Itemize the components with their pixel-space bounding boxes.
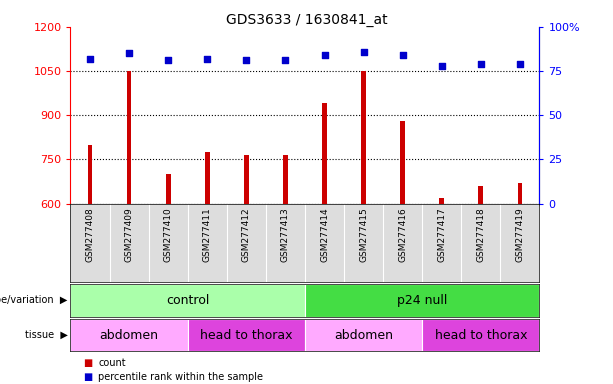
Text: count: count <box>98 358 126 368</box>
Bar <box>188 319 305 351</box>
Text: genotype/variation  ▶: genotype/variation ▶ <box>0 295 67 306</box>
Point <box>124 50 134 56</box>
Point <box>437 63 447 69</box>
Text: ■: ■ <box>83 372 92 382</box>
Point <box>319 52 329 58</box>
Point <box>515 61 525 67</box>
Bar <box>244 155 249 204</box>
Point <box>359 48 368 55</box>
Bar <box>88 145 93 204</box>
Point <box>85 56 95 62</box>
Bar <box>127 71 131 204</box>
Text: percentile rank within the sample: percentile rank within the sample <box>98 372 263 382</box>
Text: tissue  ▶: tissue ▶ <box>25 330 67 340</box>
Bar <box>305 284 539 317</box>
Text: GSM277417: GSM277417 <box>437 207 446 262</box>
Text: control: control <box>166 294 210 307</box>
Bar <box>70 284 305 317</box>
Bar <box>400 121 405 204</box>
Bar <box>517 183 522 204</box>
Text: GSM277419: GSM277419 <box>516 207 524 262</box>
Point <box>202 56 212 62</box>
Text: GSM277409: GSM277409 <box>124 207 134 262</box>
Text: GSM277413: GSM277413 <box>281 207 290 262</box>
Text: head to thorax: head to thorax <box>435 329 527 341</box>
Point <box>398 52 408 58</box>
Text: abdomen: abdomen <box>334 329 393 341</box>
Text: GSM277414: GSM277414 <box>320 207 329 262</box>
Text: ■: ■ <box>83 358 92 368</box>
Text: GDS3633 / 1630841_at: GDS3633 / 1630841_at <box>226 13 387 27</box>
Bar <box>283 155 287 204</box>
Text: GSM277416: GSM277416 <box>398 207 407 262</box>
Text: GSM277410: GSM277410 <box>164 207 173 262</box>
Bar <box>205 152 210 204</box>
Bar <box>305 319 422 351</box>
Text: p24 null: p24 null <box>397 294 447 307</box>
Text: GSM277415: GSM277415 <box>359 207 368 262</box>
Bar <box>322 103 327 204</box>
Point <box>163 57 173 63</box>
Text: GSM277412: GSM277412 <box>242 207 251 262</box>
Point <box>476 61 485 67</box>
Bar <box>479 186 483 204</box>
Text: head to thorax: head to thorax <box>200 329 292 341</box>
Text: abdomen: abdomen <box>100 329 159 341</box>
Bar <box>361 71 366 204</box>
Bar <box>70 319 188 351</box>
Text: GSM277411: GSM277411 <box>203 207 211 262</box>
Text: GSM277408: GSM277408 <box>86 207 94 262</box>
Bar <box>422 319 539 351</box>
Text: GSM277418: GSM277418 <box>476 207 485 262</box>
Bar <box>440 198 444 204</box>
Point <box>281 57 291 63</box>
Point <box>242 57 251 63</box>
Bar <box>166 174 170 204</box>
